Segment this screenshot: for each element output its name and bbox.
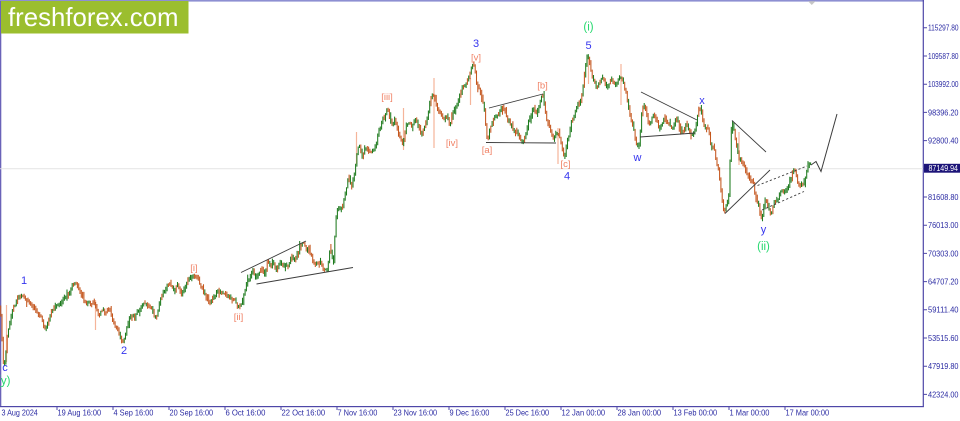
svg-text:c: c xyxy=(2,362,8,374)
svg-text:17 Mar 00:00: 17 Mar 00:00 xyxy=(786,408,830,418)
svg-text:[b]: [b] xyxy=(537,81,548,92)
svg-text:freshforex.com: freshforex.com xyxy=(8,2,179,32)
svg-text:9 Dec 16:00: 9 Dec 16:00 xyxy=(450,408,490,418)
svg-text:103992.00: 103992.00 xyxy=(928,79,959,89)
svg-text:12 Jan 00:00: 12 Jan 00:00 xyxy=(562,408,606,418)
svg-text:(ii): (ii) xyxy=(757,241,770,253)
svg-text:47919.80: 47919.80 xyxy=(928,361,959,371)
svg-text:53515.60: 53515.60 xyxy=(928,333,959,343)
svg-text:115297.80: 115297.80 xyxy=(928,23,959,33)
svg-text:5: 5 xyxy=(585,40,591,52)
svg-text:3: 3 xyxy=(473,38,479,50)
svg-text:[iii]: [iii] xyxy=(381,92,393,103)
svg-text:28 Jan 00:00: 28 Jan 00:00 xyxy=(618,408,662,418)
svg-text:109587.80: 109587.80 xyxy=(928,51,959,61)
svg-text:[ii]: [ii] xyxy=(234,312,244,323)
svg-text:3 Aug 2024: 3 Aug 2024 xyxy=(2,408,39,418)
svg-text:87149.94: 87149.94 xyxy=(929,163,959,173)
svg-text:98396.20: 98396.20 xyxy=(928,107,959,117)
svg-text:22 Oct 16:00: 22 Oct 16:00 xyxy=(282,408,326,418)
svg-text:7 Nov 16:00: 7 Nov 16:00 xyxy=(338,408,378,418)
svg-text:81608.80: 81608.80 xyxy=(928,192,959,202)
svg-text:w: w xyxy=(633,152,642,164)
svg-text:76013.00: 76013.00 xyxy=(928,220,959,230)
svg-text:59111.40: 59111.40 xyxy=(928,305,959,315)
svg-text:[iv]: [iv] xyxy=(446,138,458,149)
svg-text:(y): (y) xyxy=(0,376,11,388)
svg-text:13 Feb 00:00: 13 Feb 00:00 xyxy=(674,408,718,418)
svg-text:1: 1 xyxy=(21,275,27,287)
svg-text:20 Sep 16:00: 20 Sep 16:00 xyxy=(170,408,214,418)
svg-text:23 Nov 16:00: 23 Nov 16:00 xyxy=(394,408,438,418)
svg-text:6 Oct 16:00: 6 Oct 16:00 xyxy=(226,408,266,418)
svg-text:25 Dec 16:00: 25 Dec 16:00 xyxy=(506,408,550,418)
svg-text:x: x xyxy=(699,95,705,107)
svg-text:92800.40: 92800.40 xyxy=(928,136,959,146)
svg-text:[v]: [v] xyxy=(471,53,481,64)
svg-text:4: 4 xyxy=(564,171,570,183)
svg-text:[a]: [a] xyxy=(482,145,493,156)
svg-text:19 Aug 16:00: 19 Aug 16:00 xyxy=(58,408,102,418)
svg-text:70303.00: 70303.00 xyxy=(928,248,959,258)
svg-text:2: 2 xyxy=(121,345,127,357)
svg-text:y: y xyxy=(761,224,767,236)
svg-text:64707.20: 64707.20 xyxy=(928,277,959,287)
svg-text:42324.00: 42324.00 xyxy=(928,389,959,399)
svg-text:1 Mar 00:00: 1 Mar 00:00 xyxy=(730,408,770,418)
svg-text:[c]: [c] xyxy=(560,159,570,170)
svg-text:(i): (i) xyxy=(583,22,593,34)
svg-text:4 Sep 16:00: 4 Sep 16:00 xyxy=(114,408,154,418)
svg-text:[i]: [i] xyxy=(190,263,197,274)
